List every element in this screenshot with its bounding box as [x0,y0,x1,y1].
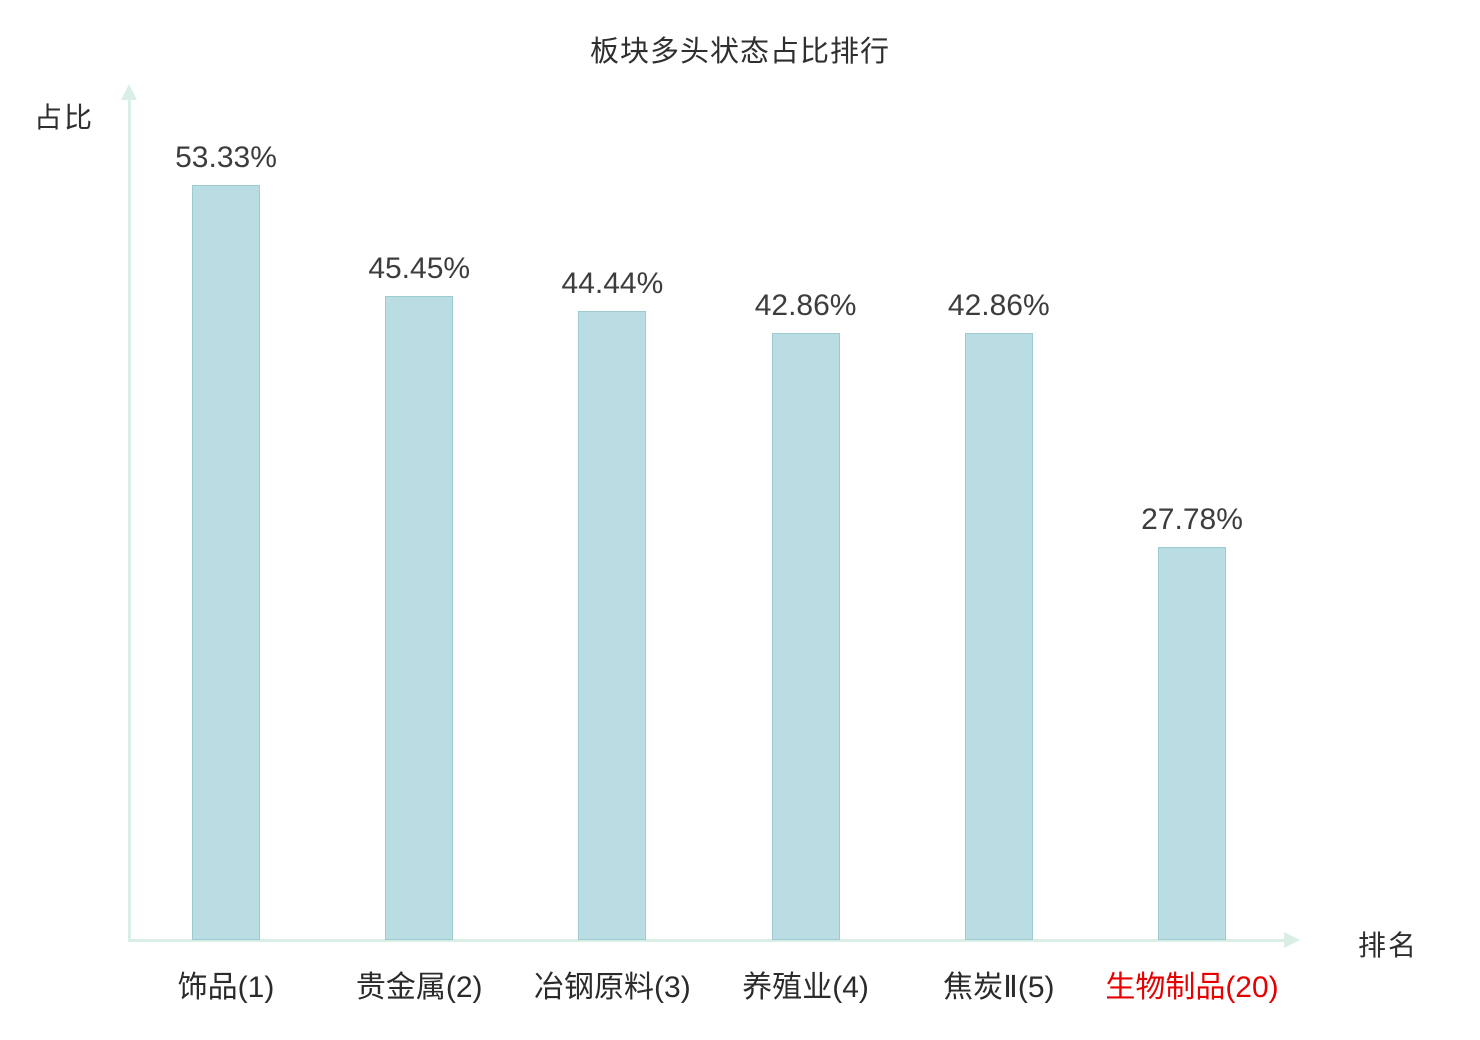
bar-category-label: 冶钢原料(3) [534,971,691,1004]
bar [578,311,647,940]
x-axis-arrow-icon [1284,932,1300,948]
y-axis-title: 占比 [34,102,95,133]
y-axis-arrow-icon [121,84,137,100]
bar-value-label: 42.86% [947,289,1050,322]
bar-category-label: 饰品(1) [177,971,275,1004]
bar [385,296,454,940]
bar-category-label: 养殖业(4) [742,971,869,1004]
bar [964,333,1033,940]
chart-title: 板块多头状态占比排行 [589,36,890,68]
bar [192,185,260,940]
bar-value-label: 27.78% [1141,503,1243,536]
bar [771,333,840,940]
bar-category-label: 贵金属(2) [355,971,483,1004]
bar-value-label: 45.45% [368,252,471,285]
x-axis-line [128,939,1286,942]
bar-value-label: 44.44% [561,267,664,300]
bar [1158,547,1226,940]
y-axis-line [128,98,131,942]
bar-category-label: 焦炭Ⅱ(5) [943,971,1055,1004]
x-axis-title: 排名 [1358,930,1419,961]
bar-category-label: 生物制品(20) [1105,971,1279,1004]
bar-value-label: 53.33% [175,141,277,174]
bar-value-label: 42.86% [754,289,857,322]
